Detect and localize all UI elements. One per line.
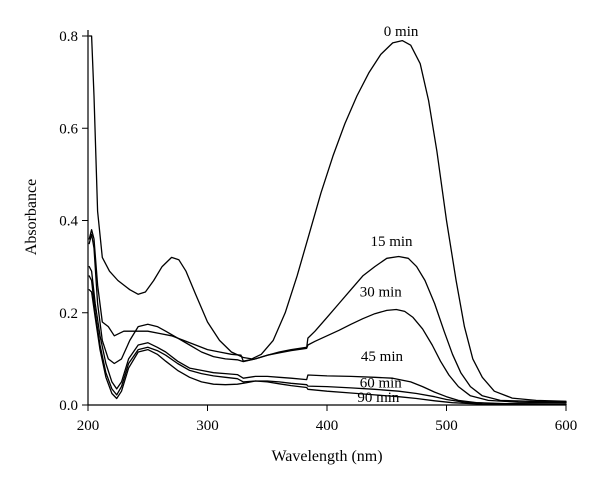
series-label: 0 min xyxy=(384,24,419,40)
series-line-45-min xyxy=(88,265,567,405)
y-tick-label: 0.2 xyxy=(59,306,78,322)
x-tick-label: 400 xyxy=(316,418,339,434)
series-lines xyxy=(88,35,567,406)
y-tick-label: 0.0 xyxy=(59,398,78,414)
series-line-60-min xyxy=(88,275,567,405)
x-tick-label: 600 xyxy=(555,418,578,434)
ticks: 200 300 400 500 600 0.0 0.2 0.4 0.6 0.8 xyxy=(59,29,577,434)
y-tick-label: 0.8 xyxy=(59,29,78,45)
x-tick-label: 500 xyxy=(435,418,458,434)
series-line-90-min xyxy=(88,289,567,406)
series-line-30-min xyxy=(88,233,567,404)
x-tick-label: 200 xyxy=(77,418,100,434)
series-line-15-min xyxy=(88,229,567,403)
series-label: 15 min xyxy=(370,234,413,250)
series-label: 60 min xyxy=(360,375,403,391)
series-label: 90 min xyxy=(357,390,400,406)
x-axis-title: Wavelength (nm) xyxy=(271,448,382,465)
series-label: 45 min xyxy=(361,349,404,365)
series-label: 30 min xyxy=(360,285,403,301)
series-line-0-min xyxy=(88,35,567,402)
y-tick-label: 0.6 xyxy=(59,121,78,137)
x-tick-label: 300 xyxy=(196,418,219,434)
y-axis-title: Absorbance xyxy=(23,179,40,255)
y-tick-label: 0.4 xyxy=(59,214,78,230)
